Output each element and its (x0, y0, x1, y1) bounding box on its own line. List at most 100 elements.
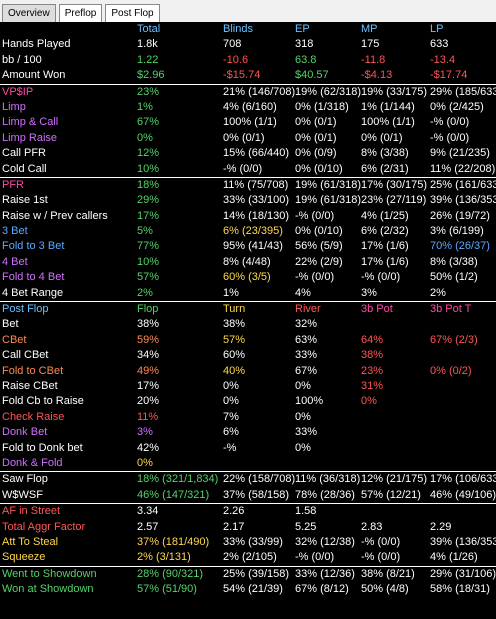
stat-value: 67% (137, 116, 160, 129)
stat-label: Raise 1st (2, 194, 48, 207)
stat-value: 67% (2/3) (430, 333, 478, 346)
stat-row: Cold Call 10% -% (0/0) 0% (0/10) 6% (2/31) 11… (0, 162, 496, 177)
tab-overview[interactable]: Overview (2, 4, 56, 22)
stat-value: 2.83 (361, 520, 383, 533)
stat-label: Check Raise (2, 410, 65, 423)
stat-value: 15% (66/440) (223, 147, 290, 160)
stat-row: Att To Steal 37% (181/490) 33% (33/99) 32% … (0, 535, 496, 550)
column-header-row: Total Blinds EP MP LP (0, 22, 496, 37)
stat-value: 23% (361, 364, 384, 377)
stat-value: 37% (58/158) (223, 488, 290, 501)
stat-label: VP$IP (2, 85, 34, 98)
stat-label: Raise CBet (2, 379, 58, 392)
stat-row: Bet 38% 38% 32% (0, 317, 496, 332)
stat-label: Bet (2, 318, 19, 331)
stat-label: Limp Raise (2, 131, 58, 144)
stat-value: 3b Pot T (430, 303, 472, 316)
stat-row: Post Flop Flop Turn River 3b Pot 3b Pot T (0, 301, 496, 317)
stat-value: 2.17 (223, 520, 245, 533)
stat-value: River (295, 303, 321, 316)
stat-value: 50% (1/2) (430, 271, 478, 284)
stat-value: 17% (137, 379, 160, 392)
stat-value: 33% (33/100) (223, 194, 290, 207)
stat-value: 25% (161/633) (430, 178, 496, 191)
stat-value: 63.8 (295, 53, 317, 66)
stat-label: Won at Showdown (2, 583, 94, 596)
stat-value: 0% (0/2) (430, 364, 472, 377)
stat-value: 38% (223, 318, 246, 331)
stat-value: -13.4 (430, 53, 456, 66)
stat-label: Att To Steal (2, 535, 59, 548)
stat-value: 10% (137, 162, 160, 175)
stat-value: 2% (3/131) (137, 551, 191, 564)
stat-row: Donk Bet 3% 6% 33% (0, 425, 496, 440)
stat-value: 0% (137, 131, 153, 144)
stat-value: 22% (2/9) (295, 255, 343, 268)
stat-value: 11% (75/708) (223, 178, 289, 191)
stat-value: -$15.74 (223, 69, 261, 82)
stat-value: 8% (3/38) (361, 147, 409, 160)
stat-value: 39% (136/353) (430, 535, 496, 548)
stat-value: 318 (295, 38, 314, 51)
stat-row: AF in Street 3.34 2.26 1.58 (0, 503, 496, 519)
stat-value: 17% (137, 209, 160, 222)
stat-value: 0% (223, 379, 239, 392)
stat-value: 4% (1/26) (430, 551, 478, 564)
stat-label: 4 Bet Range (2, 286, 64, 299)
stats-table: Total Blinds EP MP LP Hands Played 1.8k 708 318 1… (0, 22, 496, 597)
stat-value: $40.57 (295, 69, 329, 82)
stat-value: 34% (137, 349, 160, 362)
stat-row: Raise 1st 29% 33% (33/100) 19% (61/318) 23% … (0, 193, 496, 208)
stat-value: 11% (36/318) (295, 473, 361, 486)
stat-value: 42% (137, 441, 160, 454)
stat-value: 57% (223, 333, 246, 346)
stat-value: -% (0/0) (430, 131, 470, 144)
stat-row: Went to Showdown 28% (90/321) 25% (39/158)… (0, 565, 496, 582)
stat-value: 11% (137, 410, 159, 423)
stat-value: 67% (295, 364, 318, 377)
stat-value: 17% (106/633) (430, 473, 496, 486)
tab-post-flop[interactable]: Post Flop (105, 4, 160, 22)
stat-value: 1% (223, 286, 239, 299)
stat-value: 17% (30/175) (361, 178, 428, 191)
stat-value: 46% (49/106) (430, 488, 496, 501)
stat-value: 0% (295, 379, 311, 392)
stat-label: Hands Played (2, 38, 71, 51)
stat-value: 708 (223, 38, 242, 51)
stat-row: Squeeze 2% (3/131) 2% (2/105) -% (0/0) -% (0… (0, 550, 496, 565)
stat-label: Fold to CBet (2, 364, 64, 377)
stat-value: 0% (0/1) (223, 131, 265, 144)
stat-row: Limp 1% 4% (6/160) 0% (1/318) 1% (1/144) 0% (… (0, 100, 496, 115)
stat-value: 26% (19/72) (430, 209, 490, 222)
stat-value: 50% (4/8) (361, 583, 409, 596)
tab-preflop[interactable]: Preflop (58, 4, 103, 22)
stat-value: Turn (223, 303, 246, 316)
stat-row: Saw Flop 18% (321/1,834) 22% (158/708) 11% … (0, 471, 496, 487)
stat-value: 31% (361, 379, 384, 392)
stat-value: 6% (23/395) (223, 225, 283, 238)
stat-value: 19% (62/318) (295, 85, 362, 98)
stat-label: Limp (2, 100, 26, 113)
tab-bar: Overview Preflop Post Flop (0, 0, 496, 22)
stat-row: Raise CBet 17% 0% 0% 31% (0, 379, 496, 394)
stat-value: -% (0/0) (295, 209, 335, 222)
stat-label: W$WSF (2, 488, 43, 501)
stat-value: 100% (1/1) (361, 116, 415, 129)
stat-row: Check Raise 11% 7% 0% (0, 410, 496, 425)
stat-value: 0% (0/1) (361, 131, 403, 144)
stat-row: PFR 18% 11% (75/708) 19% (61/318) 17% (30/17… (0, 176, 496, 193)
stat-value: 39% (136/353) (430, 194, 496, 207)
stat-label: Total Aggr Factor (2, 520, 86, 533)
stat-row: CBet 59% 57% 63% 64% 67% (2/3) (0, 333, 496, 348)
stat-label: Donk Bet (2, 426, 48, 439)
stat-value: 633 (430, 38, 449, 51)
stat-value: -$17.74 (430, 69, 468, 82)
stat-label: Cold Call (2, 162, 47, 175)
stat-label: 3 Bet (2, 225, 28, 238)
stat-row: Won at Showdown 57% (51/90) 54% (21/39) 67%… (0, 582, 496, 597)
stat-label: Fold to 4 Bet (2, 271, 65, 284)
stat-value: 12% (137, 147, 160, 160)
stat-value: 54% (21/39) (223, 583, 283, 596)
stat-value: LP (430, 23, 444, 35)
stat-value: 20% (137, 395, 160, 408)
